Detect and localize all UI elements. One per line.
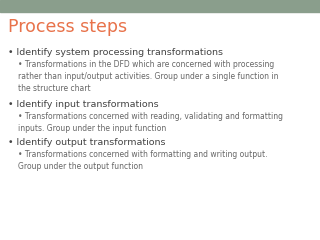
Text: • Transformations in the DFD which are concerned with processing
rather than inp: • Transformations in the DFD which are c… bbox=[18, 60, 278, 93]
Text: • Identify output transformations: • Identify output transformations bbox=[8, 138, 165, 147]
Text: • Identify input transformations: • Identify input transformations bbox=[8, 100, 159, 109]
Text: • Transformations concerned with formatting and writing output.
Group under the : • Transformations concerned with formatt… bbox=[18, 150, 268, 171]
Text: Process steps: Process steps bbox=[8, 18, 127, 36]
Text: • Transformations concerned with reading, validating and formatting
inputs. Grou: • Transformations concerned with reading… bbox=[18, 112, 283, 133]
Bar bbox=[0, 0, 320, 12]
Text: • Identify system processing transformations: • Identify system processing transformat… bbox=[8, 48, 223, 57]
